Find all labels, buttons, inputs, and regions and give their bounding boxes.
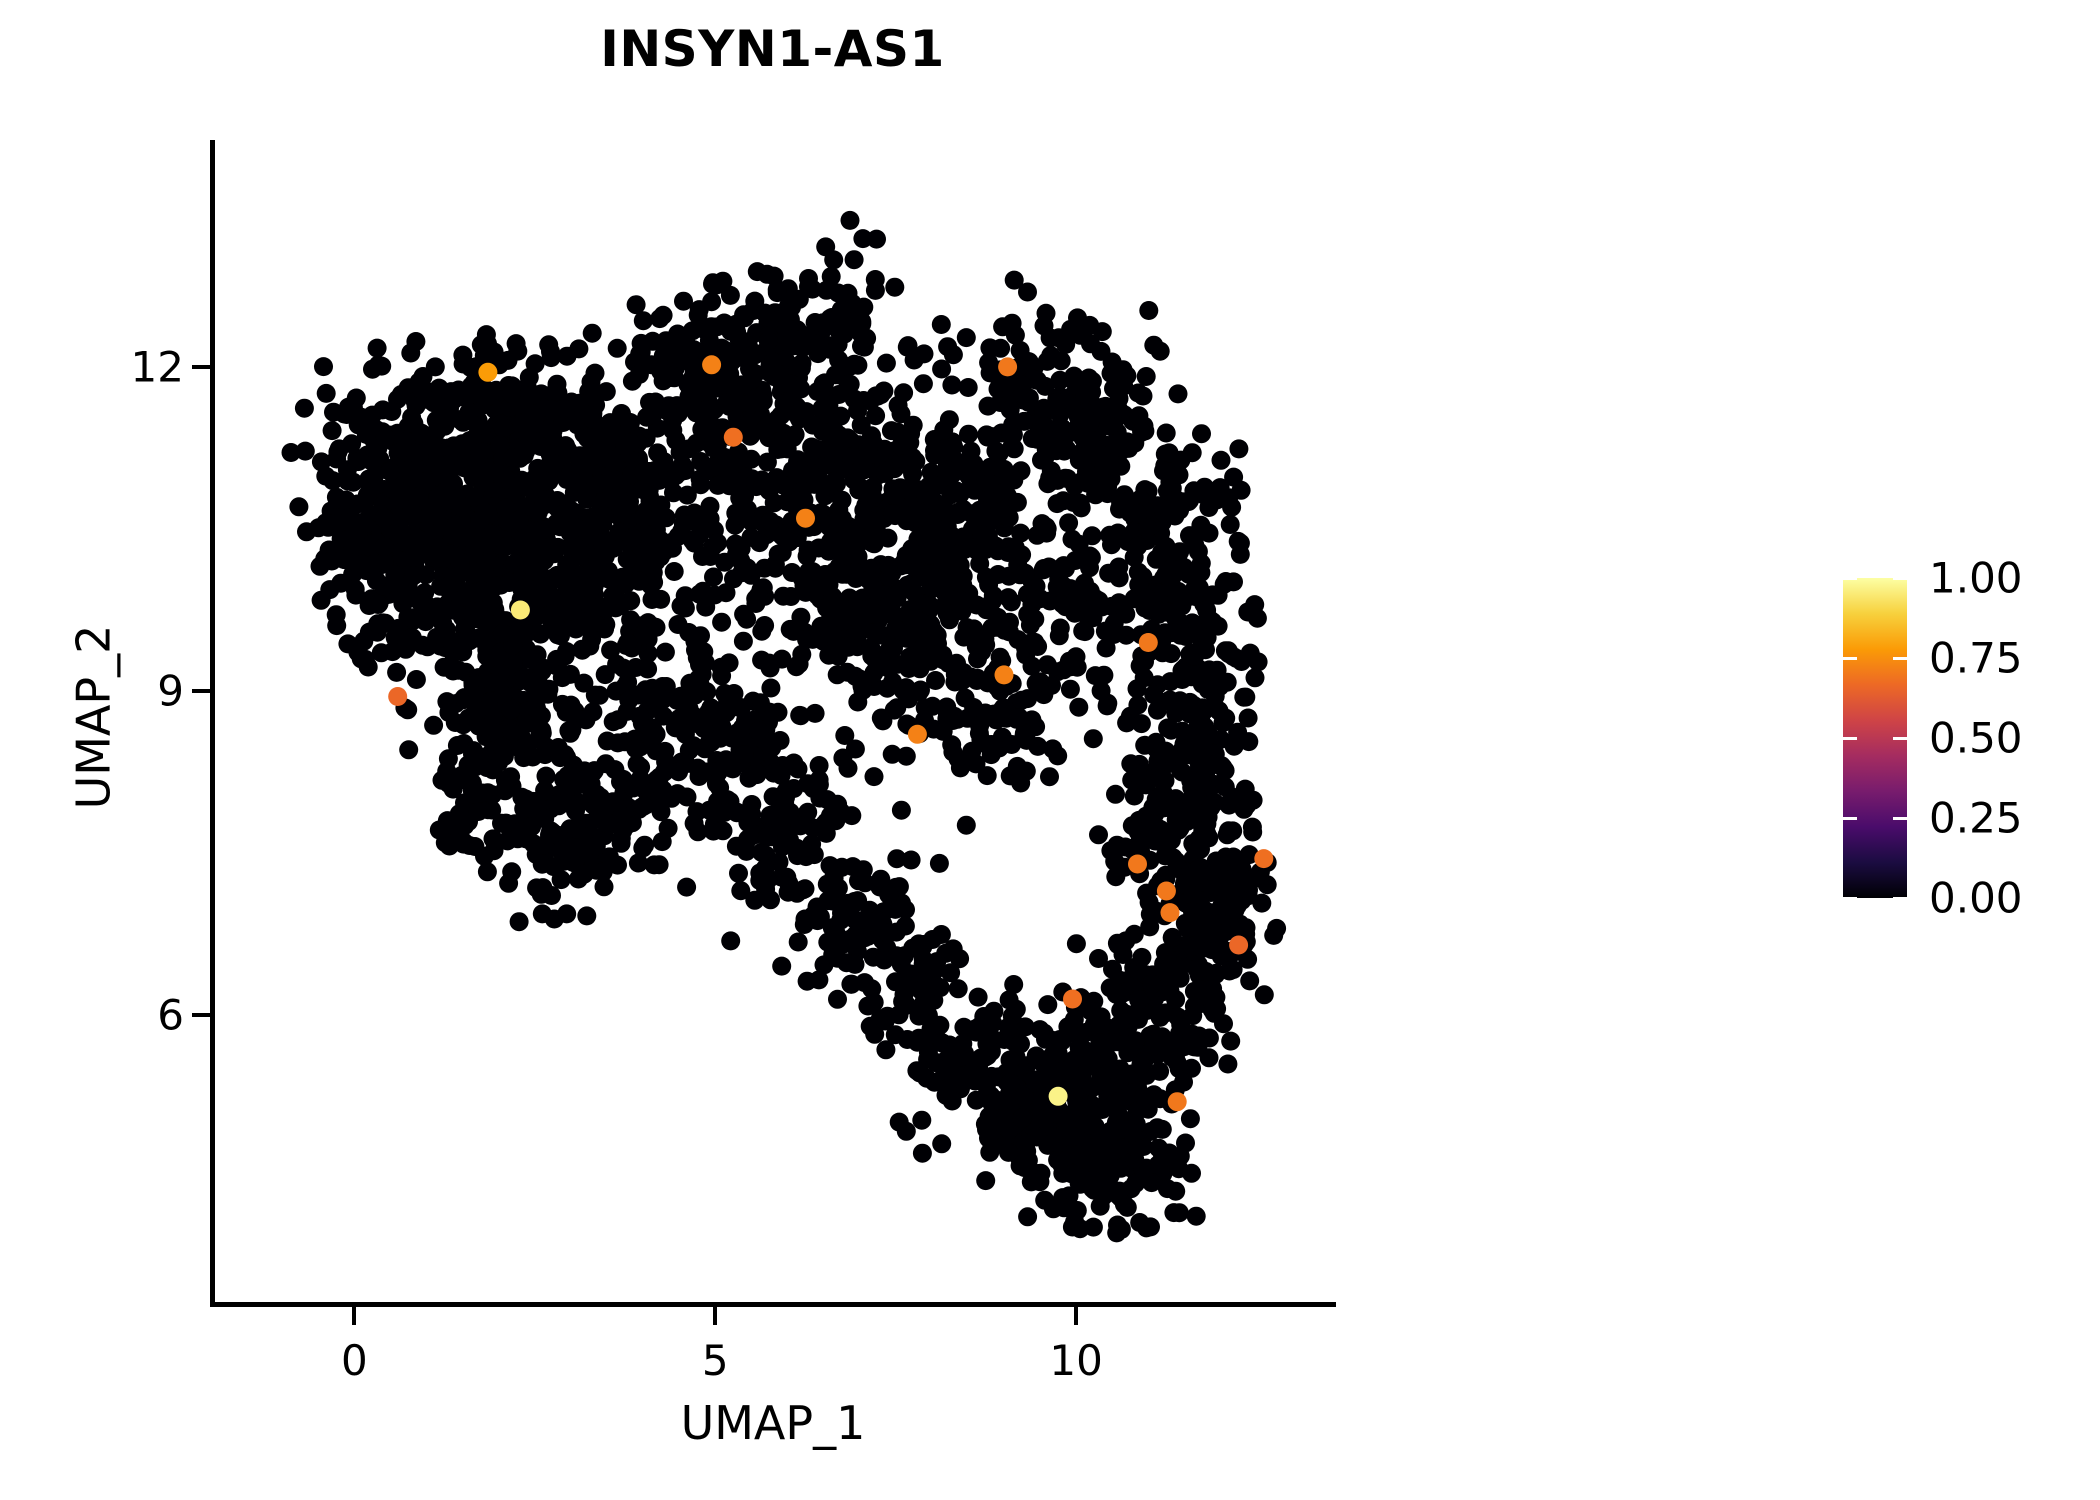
x-tick-mark bbox=[713, 1307, 718, 1325]
y-tick-label: 9 bbox=[157, 666, 184, 716]
colorbar-tick-mark bbox=[1893, 816, 1907, 820]
x-tick-mark bbox=[352, 1307, 357, 1325]
colorbar-tick-mark bbox=[1893, 656, 1907, 660]
scatter-points-highlighted bbox=[388, 355, 1274, 1112]
x-axis-label: UMAP_1 bbox=[680, 1396, 866, 1450]
y-tick-mark bbox=[192, 689, 210, 694]
scatter-points-background bbox=[281, 210, 1287, 1243]
x-tick-label: 0 bbox=[340, 1336, 368, 1385]
x-tick-label: 5 bbox=[701, 1336, 729, 1385]
colorbar-tick-label: 0.25 bbox=[1929, 793, 2023, 843]
colorbar-tick-mark bbox=[1843, 656, 1857, 660]
y-axis-spine bbox=[210, 140, 215, 1307]
colorbar-tick-mark bbox=[1893, 896, 1907, 900]
colorbar-tick-mark bbox=[1843, 576, 1857, 580]
colorbar-tick-mark bbox=[1893, 736, 1907, 740]
colorbar-tick-label: 0.50 bbox=[1929, 713, 2023, 763]
colorbar-tick-label: 1.00 bbox=[1929, 553, 2023, 603]
colorbar: 1.00 0.75 0.50 0.25 0.00 bbox=[1843, 554, 2083, 923]
colorbar-tick-mark bbox=[1843, 736, 1857, 740]
y-axis-label: UMAP_2 bbox=[66, 624, 121, 810]
colorbar-tick-mark bbox=[1893, 576, 1907, 580]
plot-axes: 6 9 12 0 5 10 bbox=[131, 140, 1336, 1385]
x-tick-label: 10 bbox=[1049, 1336, 1103, 1385]
colorbar-tick-label: 0.75 bbox=[1929, 633, 2023, 683]
y-tick-mark bbox=[192, 364, 210, 369]
x-axis-spine bbox=[210, 1302, 1336, 1307]
page-title: INSYN1-AS1 bbox=[600, 20, 945, 78]
y-tick-label: 6 bbox=[157, 990, 184, 1040]
x-tick-mark bbox=[1074, 1307, 1079, 1325]
scatter-layer bbox=[281, 210, 1287, 1243]
colorbar-tick-mark bbox=[1843, 896, 1857, 900]
y-tick-mark bbox=[192, 1013, 210, 1018]
colorbar-tick-label: 0.00 bbox=[1929, 873, 2023, 923]
y-tick-label: 12 bbox=[130, 342, 184, 392]
colorbar-tick-mark bbox=[1843, 816, 1857, 820]
